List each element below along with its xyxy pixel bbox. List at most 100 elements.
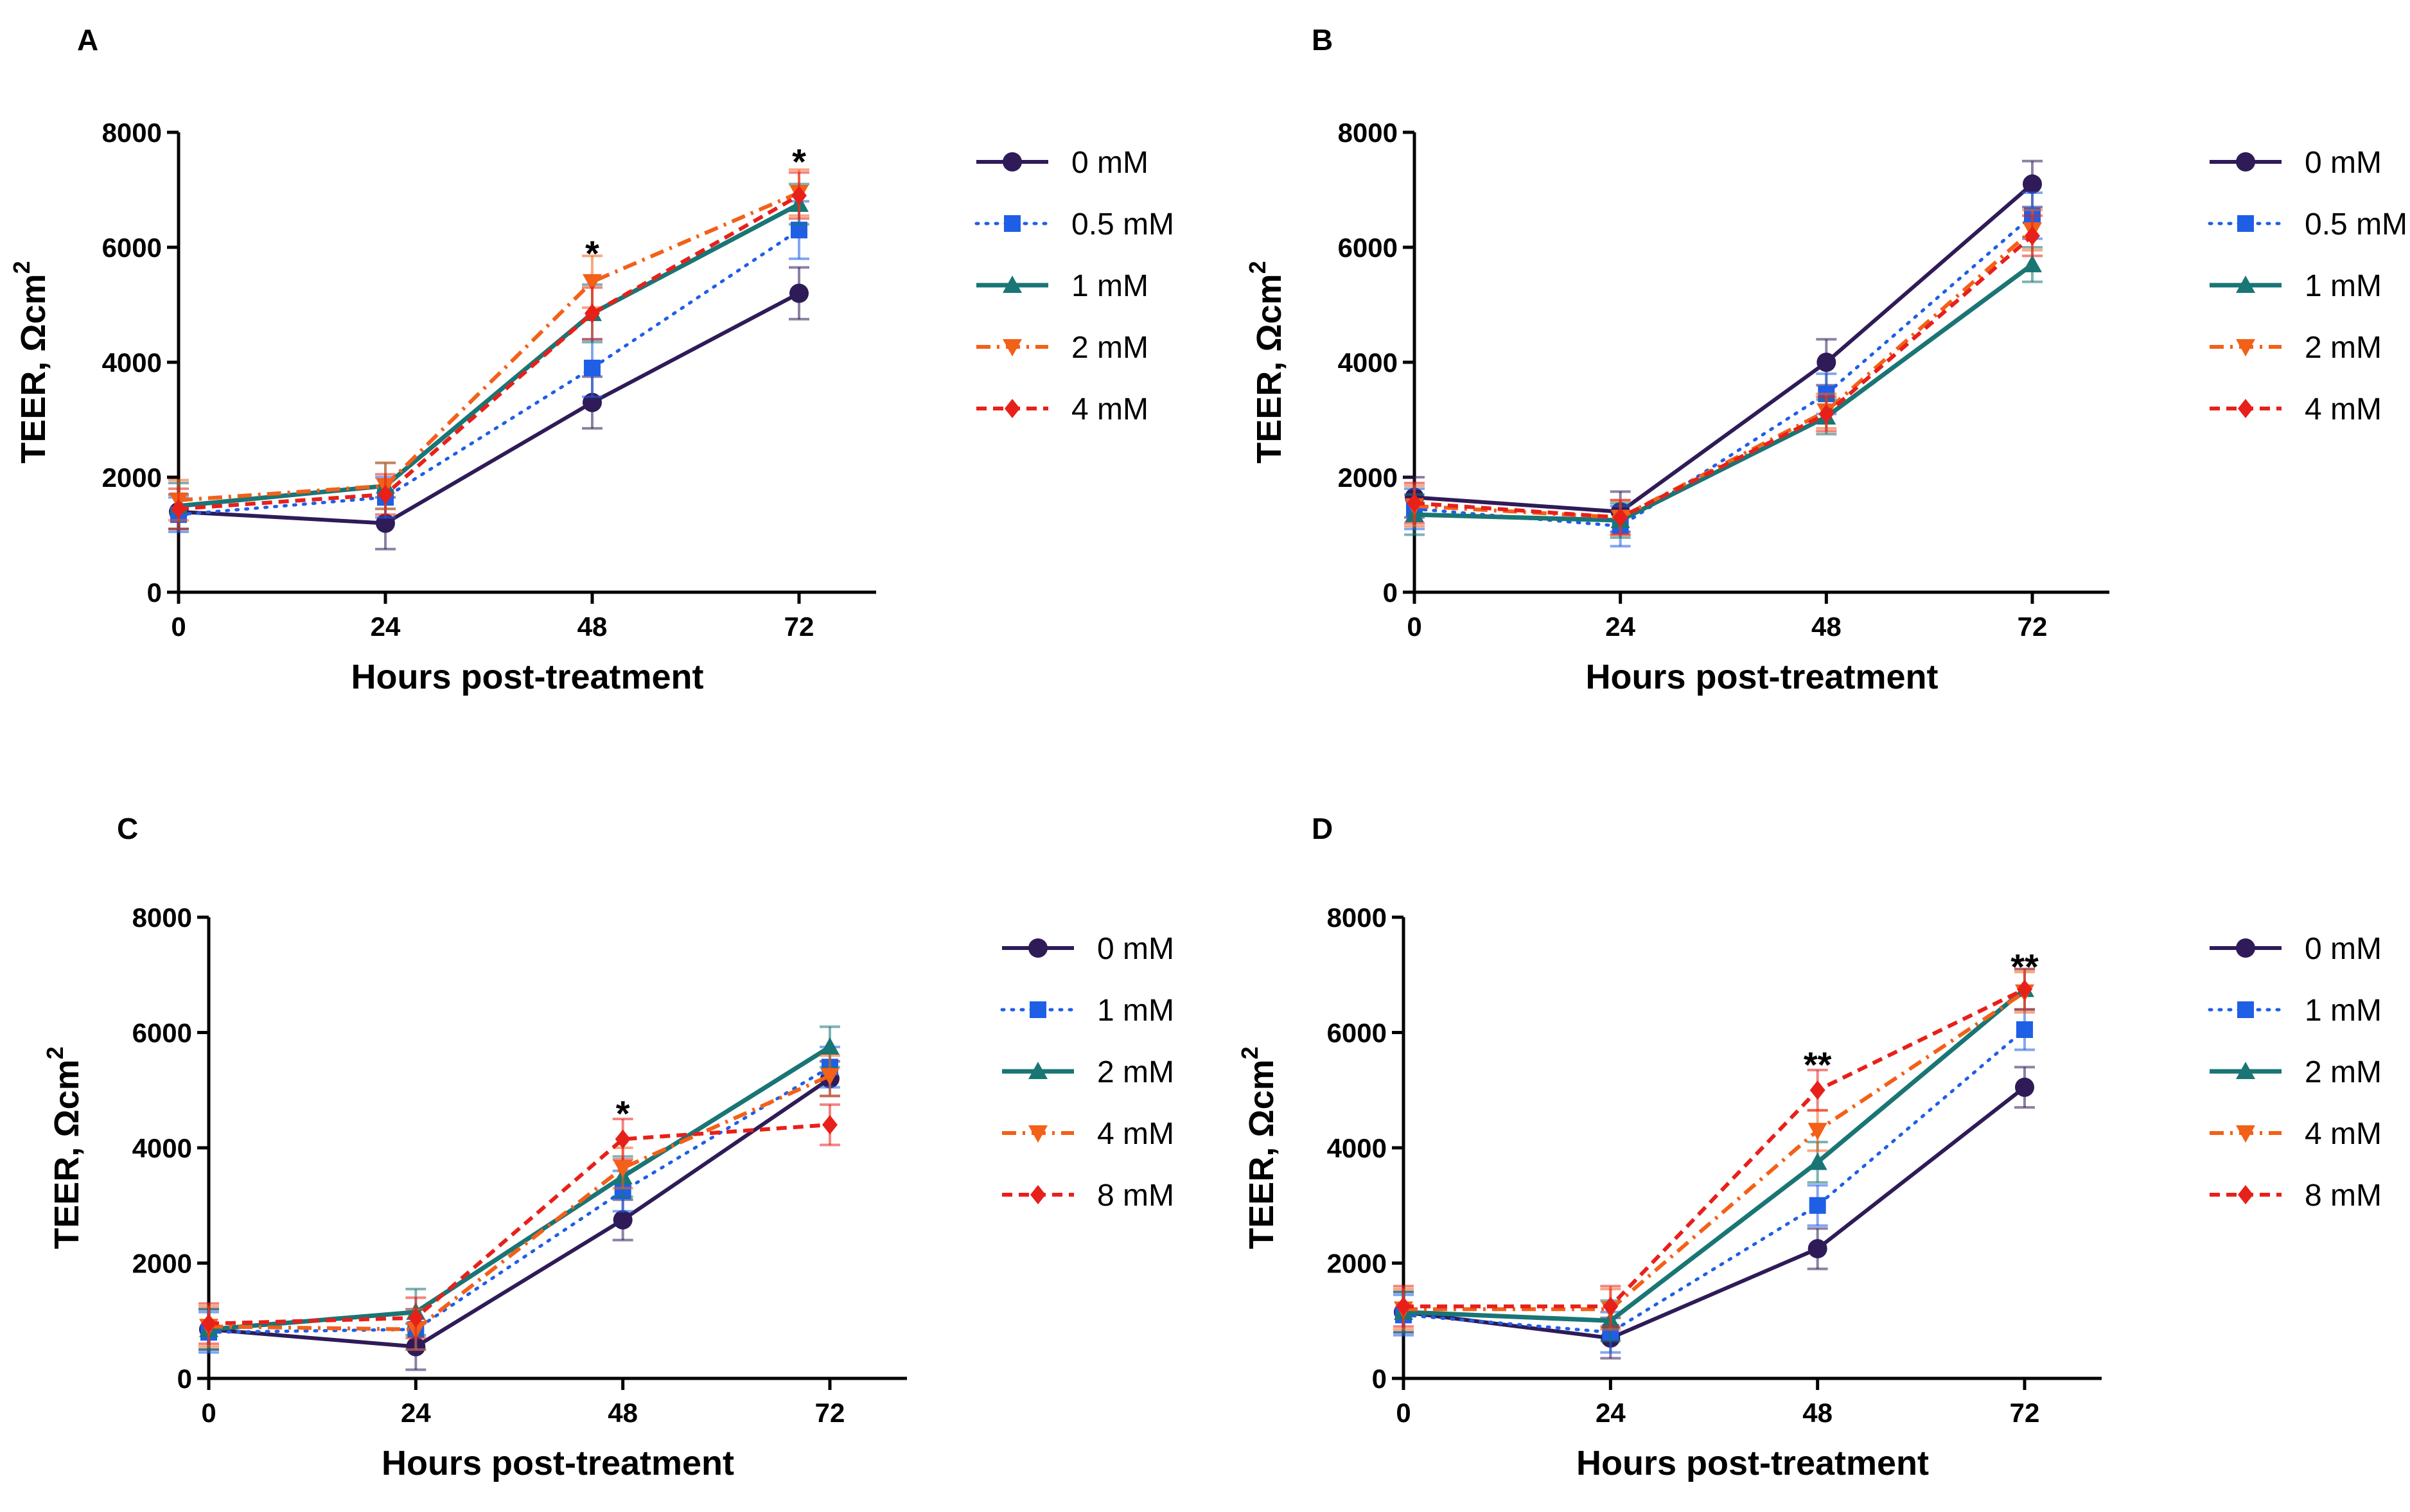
data-point <box>613 1160 633 1178</box>
legend-marker <box>1028 1125 1048 1143</box>
legend-marker <box>2236 1062 2255 1079</box>
legend-marker <box>1030 1185 1046 1204</box>
panel-label: A <box>77 23 98 57</box>
legend-label: 0 mM <box>2305 932 2382 966</box>
series-1-mM <box>198 1045 840 1354</box>
y-tick-label: 2000 <box>1327 1249 1387 1279</box>
legend-marker <box>1003 276 1022 293</box>
y-tick-label: 8000 <box>132 902 192 933</box>
legend-marker <box>1005 399 1020 418</box>
data-point <box>1816 353 1836 372</box>
legend-label: 2 mM <box>1071 331 1148 365</box>
y-tick-label: 0 <box>1372 1364 1387 1394</box>
x-tick-label: 48 <box>1811 611 1842 642</box>
legend-marker <box>2238 399 2253 418</box>
significance-marker: * <box>585 233 599 274</box>
data-point <box>2017 980 2032 999</box>
y-axis-title: TEER, Ωcm2 <box>42 1046 86 1249</box>
plot-area <box>1404 159 2043 548</box>
series-line <box>178 291 800 525</box>
series-0p5-mM <box>1404 191 2043 548</box>
data-point <box>2023 254 2042 272</box>
legend-label: 4 mM <box>1071 392 1148 426</box>
x-axis-title: Hours post-treatment <box>351 658 703 696</box>
y-tick-label: 4000 <box>1338 347 1398 378</box>
x-tick-label: 72 <box>784 611 814 642</box>
significance-marker: ** <box>2010 946 2039 987</box>
series-line <box>207 1065 832 1334</box>
panel-d: D 0 2000 4000 6000 8000 0 24 48 72 Hours post-tre… <box>1236 812 2382 1482</box>
x-tick-label: 0 <box>201 1398 216 1428</box>
legend-item: 0 mM <box>1002 932 1174 966</box>
series-4-mM <box>1393 971 2035 1331</box>
legend-item: 8 mM <box>1002 1179 1174 1213</box>
legend-item: 4 mM <box>2210 1117 2382 1151</box>
plot-area: ** <box>168 141 809 550</box>
significance-marker: * <box>792 141 806 182</box>
legend-label: 0.5 mM <box>2305 207 2407 242</box>
y-tick-label: 2000 <box>132 1249 192 1279</box>
data-point <box>378 484 393 504</box>
plot-area: * <box>198 1025 840 1371</box>
data-point <box>201 1314 216 1333</box>
legend-item: 0 mM <box>2210 932 2382 966</box>
legend-item: 0.5 mM <box>974 207 1174 242</box>
legend: 0 mM 1 mM 2 mM 4 mM 8 mM <box>1000 932 1174 1213</box>
series-line <box>1414 228 2034 520</box>
data-point <box>1809 1197 1826 1214</box>
y-axis-title-superscript: 2 <box>1244 261 1271 274</box>
y-tick-label: 4000 <box>132 1133 192 1163</box>
data-point <box>1407 493 1422 513</box>
panel-label: C <box>117 812 138 845</box>
panel-b: B 0 2000 4000 6000 8000 0 24 48 72 Hours post-tre… <box>1244 23 2407 696</box>
legend-marker <box>2236 276 2255 293</box>
series-line <box>208 1123 831 1326</box>
series-2-mM <box>168 168 809 522</box>
y-tick-label: 6000 <box>102 233 162 263</box>
x-tick-label: 0 <box>1396 1398 1411 1428</box>
legend-item: 2 mM <box>2210 1055 2382 1089</box>
series-line <box>208 1077 831 1349</box>
series-8-mM <box>198 1103 840 1346</box>
legend-marker <box>1030 1001 1046 1018</box>
legend-label: 0 mM <box>1097 932 1174 966</box>
data-point <box>1396 1296 1411 1316</box>
y-tick-label: 8000 <box>102 118 162 148</box>
legend: 0 mM 0.5 mM 1 mM 2 mM 4 mM <box>974 146 1174 426</box>
y-axis-title-superscript: 2 <box>8 261 35 274</box>
legend-item: 1 mM <box>976 269 1148 303</box>
data-point <box>789 283 809 303</box>
x-tick-label: 48 <box>608 1398 638 1428</box>
series-line <box>177 228 801 516</box>
data-point <box>1603 1296 1619 1316</box>
y-tick-label: 6000 <box>1327 1018 1387 1048</box>
legend-item: 0 mM <box>976 146 1148 180</box>
legend-marker <box>1028 938 1048 958</box>
legend-item: 1 mM <box>1000 994 1174 1028</box>
legend-marker <box>2236 152 2255 171</box>
series-1-mM <box>168 182 809 531</box>
series-line <box>178 202 800 509</box>
legend-marker <box>2237 1001 2254 1018</box>
y-axis-title-superscript: 2 <box>42 1046 68 1059</box>
legend-marker <box>2236 938 2255 958</box>
x-tick-label: 72 <box>2018 611 2048 642</box>
y-tick-label: 4000 <box>102 347 162 378</box>
significance-marker: * <box>616 1093 630 1134</box>
legend-marker <box>1028 1062 1048 1079</box>
plot-area: ** ** <box>1393 946 2039 1360</box>
y-tick-label: 0 <box>147 577 162 608</box>
legend-label: 0.5 mM <box>1071 207 1174 242</box>
legend-item: 4 mM <box>1002 1117 1174 1151</box>
x-tick-label: 24 <box>371 611 401 642</box>
legend-marker <box>1003 339 1022 356</box>
data-point <box>585 303 600 323</box>
x-tick-label: 0 <box>171 611 186 642</box>
data-point <box>2023 174 2042 194</box>
legend-label: 1 mM <box>2305 269 2382 303</box>
x-axis-title: Hours post-treatment <box>382 1444 734 1482</box>
data-point <box>1818 404 1834 424</box>
x-tick-label: 48 <box>1802 1398 1833 1428</box>
legend-item: 2 mM <box>1002 1055 1174 1089</box>
